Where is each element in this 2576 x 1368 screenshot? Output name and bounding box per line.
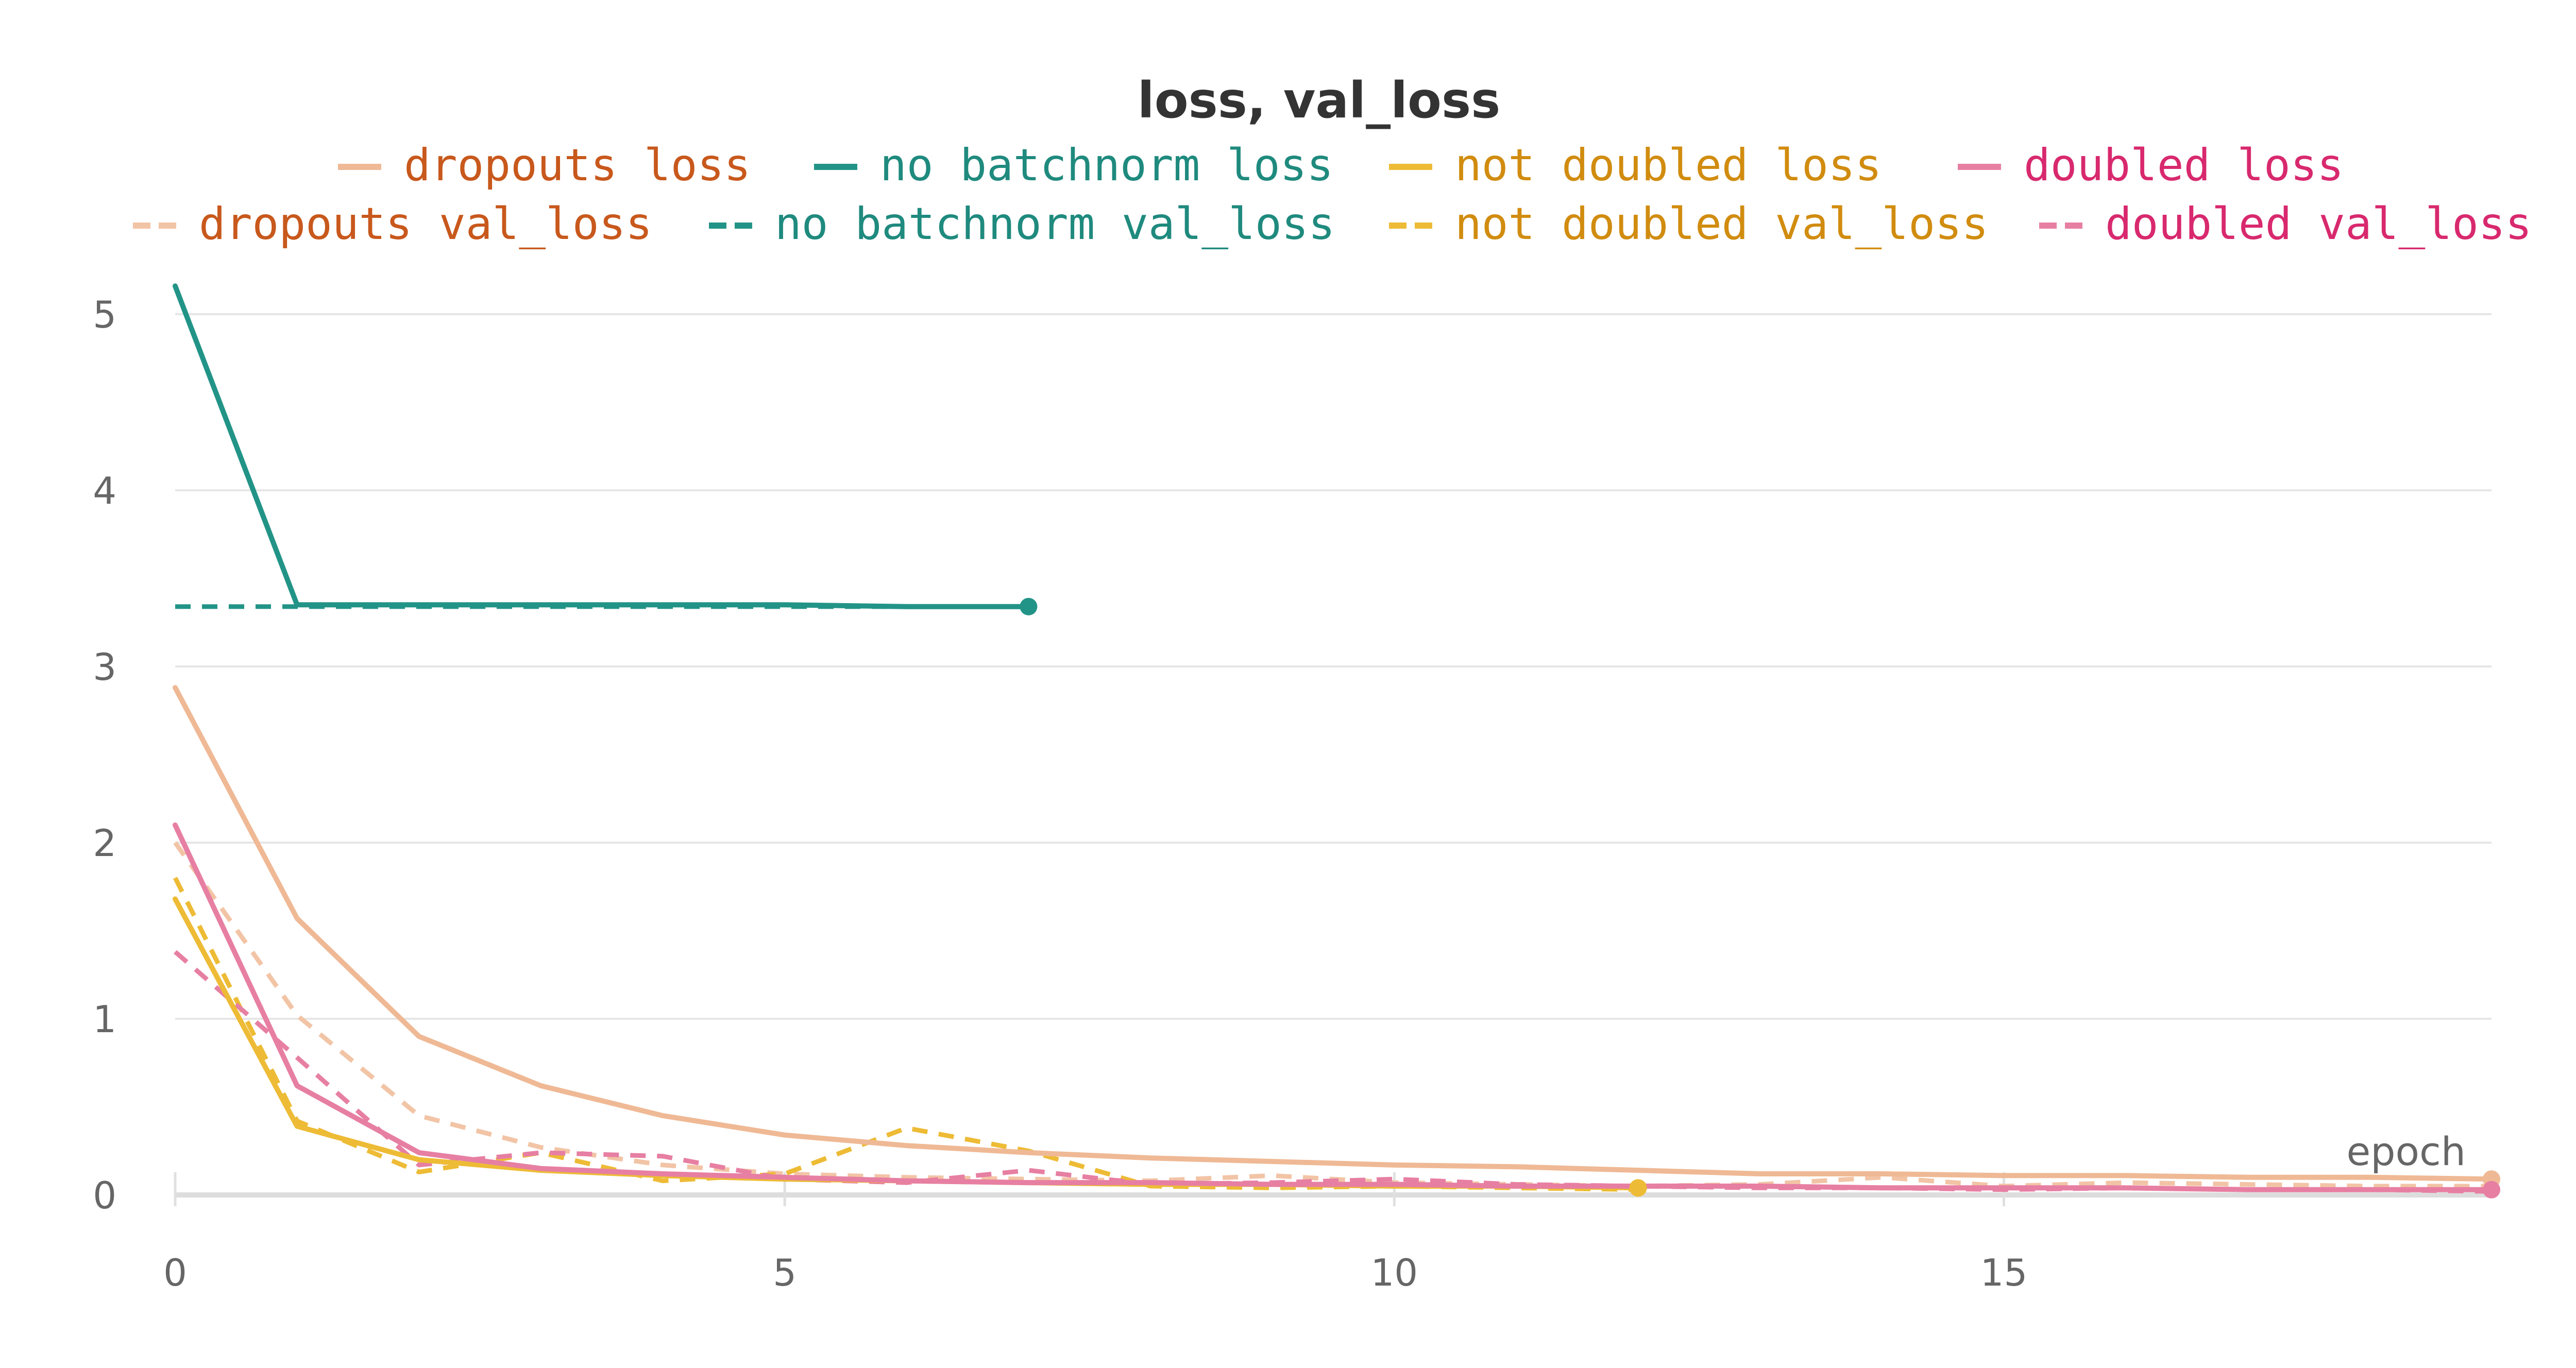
x-tick-label: 5 [773, 1251, 796, 1294]
y-tick-label: 0 [93, 1174, 116, 1217]
y-tick-label: 2 [93, 822, 116, 865]
series-line-dropouts-val-loss [173, 841, 2492, 1189]
grid [175, 313, 2492, 1020]
series-line-doubled-loss [173, 822, 2494, 1192]
chart-title: loss, val_loss [1138, 72, 1500, 129]
legend-label: no batchnorm loss [880, 140, 1333, 191]
series-line-not-doubled-val-loss [173, 877, 1638, 1192]
legend-label: dropouts loss [404, 140, 751, 191]
legend-item-no-batchnorm-loss: no batchnorm loss [814, 140, 1333, 191]
legend-item-dropouts-val-loss: dropouts val_loss [133, 198, 652, 250]
y-tick-label: 4 [93, 469, 116, 512]
legend-item-doubled-val-loss: doubled val_loss [2039, 198, 2532, 250]
legend-item-no-batchnorm-val-loss: no batchnorm val_loss [709, 198, 1335, 250]
legend-item-doubled-loss: doubled loss [1958, 140, 2344, 191]
legend-label: not doubled val_loss [1455, 198, 1989, 250]
legend-label: no batchnorm val_loss [775, 198, 1335, 250]
x-tick-label: 0 [163, 1251, 187, 1294]
series-end-marker-doubled-loss [2483, 1181, 2500, 1199]
series-line-dropouts-loss [173, 685, 2494, 1182]
legend-label: doubled val_loss [2105, 198, 2532, 250]
series-end-marker-no-batchnorm-loss [1020, 597, 1038, 615]
axes: epoch 0 1 2 3 4 5 0 5 10 15 [93, 293, 2492, 1294]
legend-label: not doubled loss [1455, 140, 1882, 191]
y-tick-label: 1 [93, 998, 116, 1041]
legend-item-not-doubled-loss: not doubled loss [1389, 140, 1882, 191]
series-line-no-batchnorm-loss [173, 283, 1031, 609]
x-axis-label: epoch [2347, 1128, 2466, 1174]
legend-label: dropouts val_loss [199, 198, 652, 250]
series-end-marker-not-doubled-loss [1629, 1179, 1647, 1197]
plot-area [173, 283, 2500, 1199]
y-tick-label: 5 [93, 293, 116, 336]
x-tick-label: 15 [1980, 1251, 2028, 1294]
legend-item-dropouts-loss: dropouts loss [338, 140, 751, 191]
legend-item-not-doubled-val-loss: not doubled val_loss [1389, 198, 1989, 250]
y-tick-label: 3 [93, 645, 116, 689]
x-tick-label: 10 [1371, 1251, 1418, 1294]
legend-label: doubled loss [2024, 140, 2344, 191]
legend: dropouts loss no batchnorm loss not double… [133, 140, 2532, 250]
